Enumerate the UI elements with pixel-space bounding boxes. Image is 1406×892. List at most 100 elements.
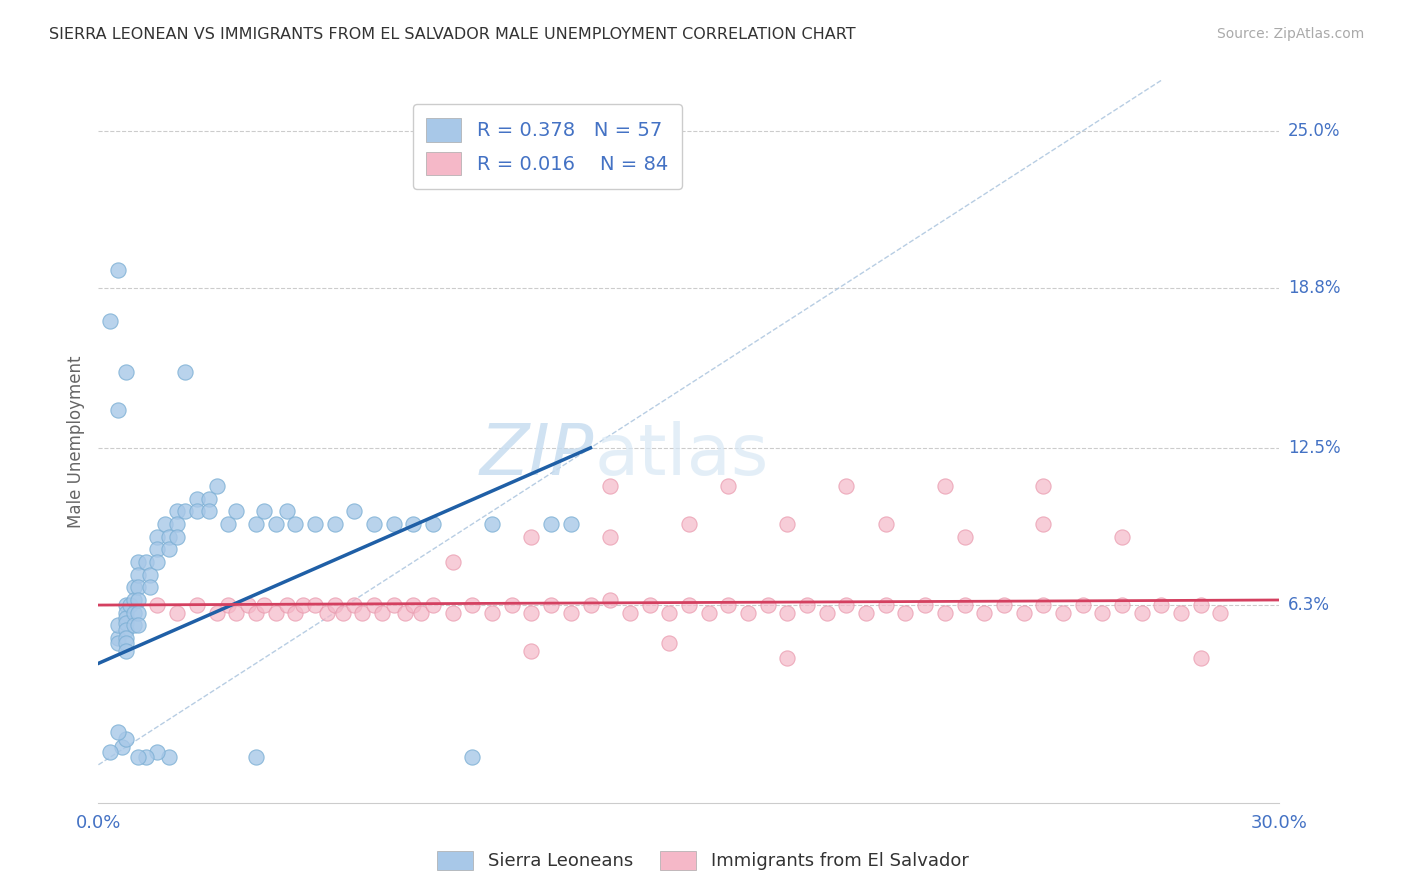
Point bbox=[520, 530, 543, 544]
Point bbox=[875, 598, 897, 612]
Point bbox=[560, 606, 582, 620]
Point bbox=[855, 606, 877, 620]
Point bbox=[1189, 651, 1212, 665]
Point bbox=[619, 606, 641, 620]
Point bbox=[276, 504, 298, 518]
Point bbox=[166, 606, 188, 620]
Point bbox=[402, 516, 425, 531]
Point bbox=[205, 606, 228, 620]
Text: 6.3%: 6.3% bbox=[1288, 596, 1330, 614]
Point bbox=[122, 606, 145, 620]
Point bbox=[217, 598, 239, 612]
Point bbox=[166, 530, 188, 544]
Point bbox=[284, 516, 307, 531]
Point bbox=[914, 598, 936, 612]
Text: 18.8%: 18.8% bbox=[1288, 279, 1340, 297]
Text: 12.5%: 12.5% bbox=[1288, 439, 1340, 457]
Point bbox=[323, 516, 346, 531]
Point bbox=[371, 606, 394, 620]
Point bbox=[658, 606, 681, 620]
Point bbox=[111, 739, 134, 754]
Point bbox=[441, 555, 464, 569]
Point bbox=[776, 606, 799, 620]
Point bbox=[520, 643, 543, 657]
Point bbox=[107, 631, 129, 645]
Text: 25.0%: 25.0% bbox=[1288, 122, 1340, 140]
Point bbox=[441, 606, 464, 620]
Point bbox=[323, 598, 346, 612]
Point bbox=[127, 593, 149, 607]
Point bbox=[135, 555, 157, 569]
Point bbox=[1032, 516, 1054, 531]
Point bbox=[157, 750, 180, 764]
Point bbox=[343, 598, 366, 612]
Point bbox=[993, 598, 1015, 612]
Point bbox=[304, 598, 326, 612]
Point bbox=[245, 750, 267, 764]
Point bbox=[115, 624, 138, 638]
Point bbox=[217, 516, 239, 531]
Point bbox=[146, 598, 169, 612]
Point bbox=[343, 504, 366, 518]
Point bbox=[835, 598, 858, 612]
Point bbox=[599, 530, 621, 544]
Point bbox=[253, 598, 276, 612]
Point bbox=[382, 516, 405, 531]
Point bbox=[1052, 606, 1074, 620]
Point bbox=[394, 606, 416, 620]
Point bbox=[115, 643, 138, 657]
Point bbox=[953, 530, 976, 544]
Point bbox=[127, 567, 149, 582]
Point bbox=[98, 745, 121, 759]
Point bbox=[98, 314, 121, 328]
Point bbox=[115, 615, 138, 630]
Point bbox=[304, 516, 326, 531]
Point bbox=[253, 504, 276, 518]
Point bbox=[402, 598, 425, 612]
Point bbox=[225, 606, 247, 620]
Point bbox=[796, 598, 818, 612]
Point bbox=[815, 606, 838, 620]
Point bbox=[205, 479, 228, 493]
Point bbox=[599, 479, 621, 493]
Point bbox=[146, 542, 169, 557]
Point bbox=[127, 750, 149, 764]
Point bbox=[599, 593, 621, 607]
Point bbox=[276, 598, 298, 612]
Point bbox=[127, 606, 149, 620]
Point bbox=[155, 516, 177, 531]
Point bbox=[174, 504, 197, 518]
Point bbox=[560, 516, 582, 531]
Point bbox=[146, 530, 169, 544]
Point bbox=[284, 606, 307, 620]
Point bbox=[697, 606, 720, 620]
Point bbox=[1111, 530, 1133, 544]
Point bbox=[122, 580, 145, 594]
Point bbox=[875, 516, 897, 531]
Point bbox=[579, 598, 602, 612]
Point bbox=[461, 750, 484, 764]
Point bbox=[115, 611, 138, 625]
Point bbox=[1170, 606, 1192, 620]
Point bbox=[264, 516, 287, 531]
Point bbox=[638, 598, 661, 612]
Point bbox=[107, 724, 129, 739]
Point bbox=[658, 636, 681, 650]
Point bbox=[717, 479, 740, 493]
Point bbox=[115, 606, 138, 620]
Point bbox=[186, 598, 208, 612]
Point bbox=[363, 598, 385, 612]
Point bbox=[756, 598, 779, 612]
Point bbox=[1189, 598, 1212, 612]
Point bbox=[127, 555, 149, 569]
Point bbox=[146, 745, 169, 759]
Point bbox=[540, 516, 562, 531]
Point bbox=[501, 598, 523, 612]
Point bbox=[107, 402, 129, 417]
Point bbox=[1032, 598, 1054, 612]
Point bbox=[1130, 606, 1153, 620]
Point bbox=[481, 516, 503, 531]
Point bbox=[1012, 606, 1035, 620]
Point bbox=[1091, 606, 1114, 620]
Point bbox=[115, 636, 138, 650]
